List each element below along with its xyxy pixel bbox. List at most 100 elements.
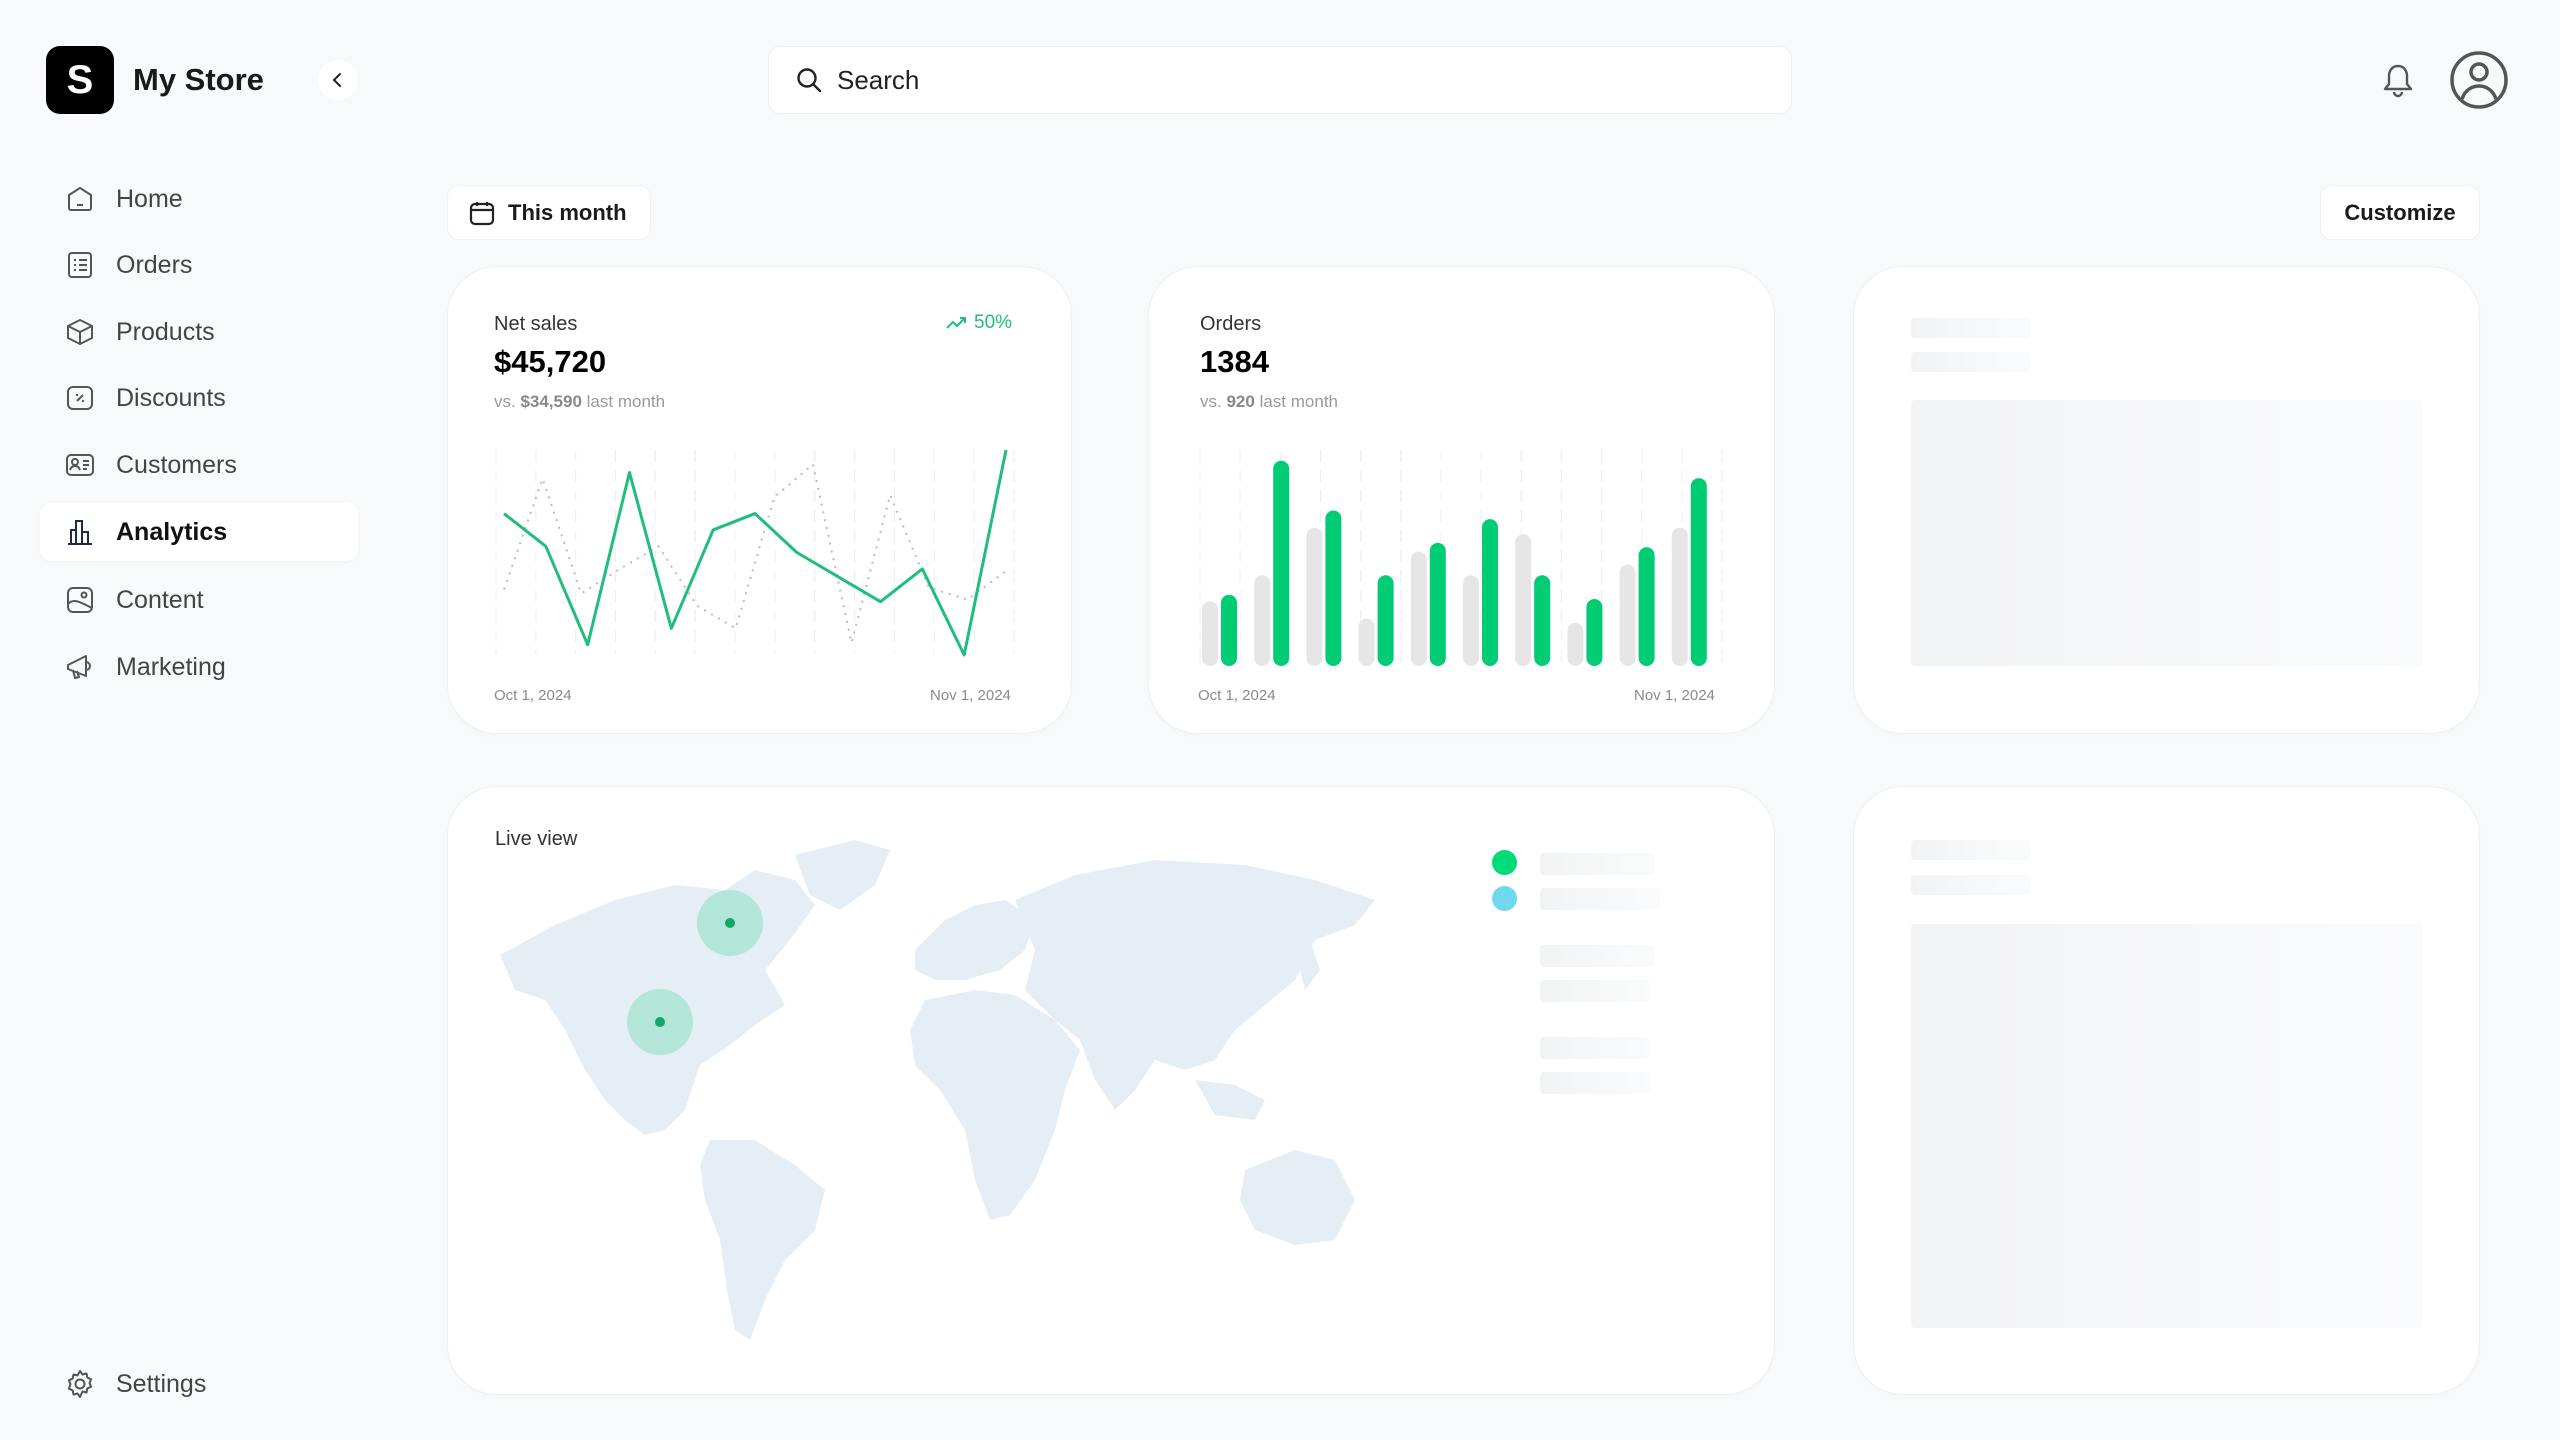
current-period-bar xyxy=(1586,599,1603,666)
id-card-icon xyxy=(66,454,94,476)
southeast-asia xyxy=(1195,1080,1265,1120)
bar-chart-icon xyxy=(68,520,92,545)
receipt-icon xyxy=(68,252,92,278)
sidebar-item-label: Home xyxy=(116,184,183,213)
europe xyxy=(915,900,1035,980)
search-icon xyxy=(797,68,822,93)
customize-button[interactable]: Customize xyxy=(2320,185,2480,240)
sidebar-item-products[interactable]: Products xyxy=(40,303,358,361)
current-period-bar xyxy=(1273,460,1290,666)
sidebar-item-label: Customers xyxy=(116,450,237,479)
south-america xyxy=(700,1140,825,1340)
previous-period-bar xyxy=(1671,527,1688,666)
previous-period-bar xyxy=(1410,551,1427,666)
previous-period-bar xyxy=(1358,618,1375,666)
japan xyxy=(1295,940,1320,990)
previous-period-bar xyxy=(1254,575,1271,666)
box-icon xyxy=(67,319,93,345)
net-sales-comparison: vs. $34,590 last month xyxy=(494,392,666,411)
trend-up-icon xyxy=(946,317,966,329)
skeleton-line xyxy=(1911,840,2031,860)
orders-label: Orders xyxy=(1200,313,1262,335)
net-sales-start-date: Oct 1, 2024 xyxy=(494,687,572,704)
sidebar-item-label: Content xyxy=(116,585,204,614)
live-view-label: Live view xyxy=(495,828,578,850)
legend-dot-primary xyxy=(1492,850,1517,875)
previous-period-line xyxy=(503,462,1007,643)
legend-dot-secondary xyxy=(1492,886,1517,911)
logo-letter: S xyxy=(66,57,94,102)
search-input[interactable]: Search xyxy=(768,46,1792,114)
date-range-label: This month xyxy=(508,199,627,225)
current-period-bar xyxy=(1325,510,1342,666)
discount-icon xyxy=(67,386,93,410)
sidebar-item-discounts[interactable]: Discounts xyxy=(40,369,358,427)
user-avatar-icon[interactable] xyxy=(2449,50,2509,110)
calendar-icon xyxy=(469,201,495,225)
orders-start-date: Oct 1, 2024 xyxy=(1198,687,1276,704)
sidebar-item-orders[interactable]: Orders xyxy=(40,236,358,294)
net-sales-end-date: Nov 1, 2024 xyxy=(930,687,1011,704)
sidebar-item-analytics[interactable]: Analytics xyxy=(40,503,358,561)
skeleton-line xyxy=(1540,980,1650,1002)
current-period-bar xyxy=(1534,575,1551,666)
current-period-line xyxy=(503,449,1008,657)
home-icon xyxy=(68,187,92,211)
search-placeholder: Search xyxy=(837,64,920,95)
customize-label: Customize xyxy=(2344,199,2456,225)
orders-value: 1384 xyxy=(1200,344,1269,379)
sidebar-item-settings[interactable]: Settings xyxy=(40,1355,358,1413)
current-period-bar xyxy=(1482,519,1498,666)
sidebar-item-label: Products xyxy=(116,317,215,346)
skeleton-line xyxy=(1911,318,2031,338)
sidebar-item-label: Discounts xyxy=(116,383,226,412)
store-logo[interactable]: S xyxy=(46,46,114,114)
north-america xyxy=(500,870,815,1135)
collapse-sidebar-button[interactable] xyxy=(318,60,358,100)
skeleton-line xyxy=(1540,945,1655,967)
sidebar-item-marketing[interactable]: Marketing xyxy=(40,638,358,696)
skeleton-block xyxy=(1911,924,2423,1328)
greenland xyxy=(795,840,890,910)
skeleton-line xyxy=(1540,1037,1650,1059)
current-period-bar xyxy=(1429,542,1446,666)
megaphone-icon xyxy=(67,655,91,679)
live-visitor-marker[interactable] xyxy=(627,989,693,1055)
asia xyxy=(1015,860,1375,1110)
skeleton-block xyxy=(1911,400,2423,666)
previous-period-bar xyxy=(1567,622,1584,666)
previous-period-bar xyxy=(1306,527,1323,666)
net-sales-label: Net sales xyxy=(494,313,578,335)
sidebar-item-label: Settings xyxy=(116,1369,207,1398)
sidebar-item-customers[interactable]: Customers xyxy=(40,436,358,494)
gear-icon xyxy=(67,1370,93,1398)
world-map xyxy=(500,840,1375,1340)
current-period-bar xyxy=(1638,547,1655,666)
net-sales-card xyxy=(447,266,1072,734)
previous-period-bar xyxy=(1515,534,1532,666)
current-period-bar xyxy=(1377,575,1394,666)
skeleton-line xyxy=(1540,853,1655,875)
date-range-button[interactable]: This month xyxy=(447,185,651,240)
net-sales-value: $45,720 xyxy=(494,344,607,379)
sidebar-item-content[interactable]: Content xyxy=(40,571,358,629)
change-value: 50% xyxy=(974,312,1013,333)
previous-period-bar xyxy=(1463,575,1479,666)
australia xyxy=(1240,1150,1355,1245)
orders-bar-chart xyxy=(1199,450,1723,666)
sidebar-item-home[interactable]: Home xyxy=(40,170,358,228)
africa xyxy=(910,990,1080,1220)
sidebar-item-label: Marketing xyxy=(116,652,226,681)
current-period-bar xyxy=(1221,594,1237,666)
previous-period-bar xyxy=(1202,601,1218,666)
sidebar-item-label: Orders xyxy=(116,250,193,279)
orders-card xyxy=(1148,266,1775,734)
previous-period-bar xyxy=(1619,564,1636,666)
image-icon xyxy=(67,587,93,613)
skeleton-line xyxy=(1911,352,2031,372)
orders-end-date: Nov 1, 2024 xyxy=(1634,687,1715,704)
live-visitor-marker[interactable] xyxy=(697,890,763,956)
sidebar-item-label: Analytics xyxy=(116,517,228,546)
current-period-bar xyxy=(1690,478,1707,666)
bell-icon[interactable] xyxy=(2380,62,2416,100)
